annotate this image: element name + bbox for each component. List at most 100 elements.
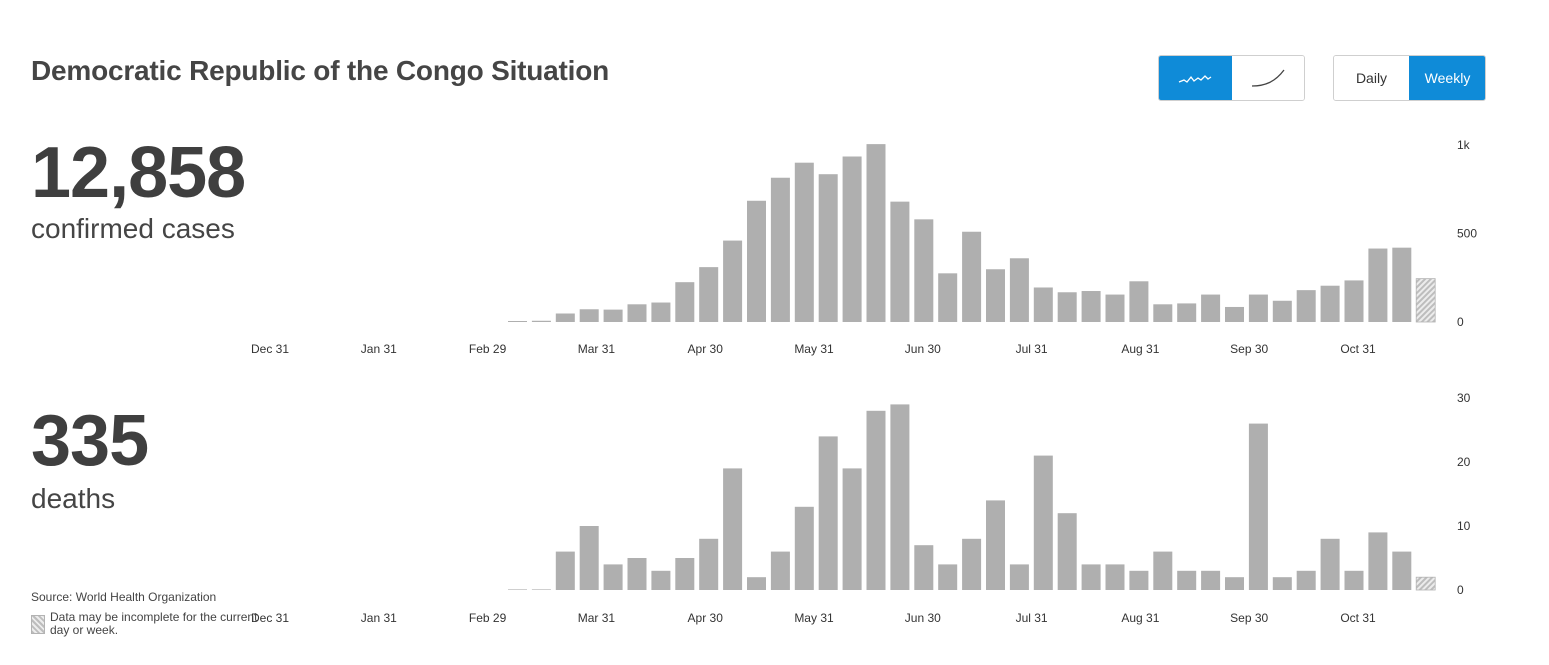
bar[interactable] (675, 282, 695, 322)
bar[interactable] (1129, 570, 1149, 590)
bar[interactable] (866, 144, 886, 322)
linear-scale-button[interactable] (1159, 56, 1231, 100)
x-tick-label: Aug 31 (1121, 342, 1159, 356)
bar[interactable] (1057, 292, 1077, 322)
bar[interactable] (1320, 285, 1340, 322)
bar[interactable] (651, 302, 671, 322)
bar[interactable] (1177, 303, 1197, 322)
bar[interactable] (555, 551, 575, 590)
bar[interactable] (914, 545, 934, 590)
bar[interactable] (1153, 551, 1173, 590)
bar[interactable] (1129, 281, 1149, 322)
y-tick-label: 500 (1457, 227, 1477, 241)
bar[interactable] (794, 506, 814, 590)
bar[interactable] (1368, 248, 1388, 322)
bar[interactable] (938, 273, 958, 322)
bar[interactable] (1201, 570, 1221, 590)
bar[interactable] (890, 201, 910, 322)
bar[interactable] (699, 538, 719, 590)
bar[interactable] (603, 564, 623, 590)
bar[interactable] (1105, 294, 1125, 322)
bar[interactable] (1105, 564, 1125, 590)
y-tick-label: 30 (1457, 391, 1471, 405)
weekly-button[interactable]: Weekly (1409, 56, 1485, 100)
bar[interactable] (866, 410, 886, 590)
bar[interactable] (723, 240, 743, 322)
bar[interactable] (1296, 570, 1316, 590)
bar[interactable] (699, 267, 719, 322)
bar[interactable] (818, 436, 838, 590)
bar[interactable] (1153, 304, 1173, 322)
bar[interactable] (1225, 577, 1244, 590)
bar[interactable] (1272, 300, 1292, 322)
bar[interactable] (962, 538, 982, 590)
x-tick-label: Feb 29 (469, 342, 507, 356)
bar[interactable] (531, 320, 551, 322)
bar[interactable] (1392, 551, 1412, 590)
bar[interactable] (1296, 290, 1316, 322)
bar[interactable] (1225, 306, 1244, 322)
bar[interactable] (842, 156, 862, 322)
x-tick-label: Jan 31 (361, 611, 397, 625)
bar[interactable] (962, 231, 982, 322)
bar[interactable] (747, 200, 766, 322)
bar[interactable] (1081, 564, 1101, 590)
bar[interactable] (842, 468, 862, 590)
bar[interactable] (1033, 287, 1053, 322)
bar[interactable] (579, 526, 599, 590)
bar[interactable] (747, 577, 766, 590)
incomplete-note: Data may be incomplete for the current d… (31, 611, 260, 637)
source-label: Source: (31, 590, 73, 604)
x-tick-label: Jun 30 (905, 342, 941, 356)
bar[interactable] (627, 304, 647, 322)
linear-scale-icon (1178, 75, 1212, 83)
bar-incomplete[interactable] (1415, 576, 1436, 591)
bar[interactable] (1272, 577, 1292, 590)
bar[interactable] (1009, 564, 1029, 590)
bar[interactable] (651, 570, 671, 590)
bar[interactable] (818, 174, 838, 322)
bar[interactable] (1344, 570, 1364, 590)
x-tick-label: Jul 31 (1016, 611, 1048, 625)
bar[interactable] (794, 162, 814, 322)
bar[interactable] (603, 309, 623, 322)
x-tick-label: Mar 31 (578, 611, 616, 625)
log-scale-icon (1251, 69, 1285, 87)
bar[interactable] (1344, 280, 1364, 322)
bar[interactable] (938, 564, 958, 590)
bar[interactable] (723, 468, 743, 590)
bar[interactable] (914, 219, 934, 322)
bar[interactable] (986, 500, 1005, 590)
bar[interactable] (1248, 423, 1268, 590)
bar[interactable] (1009, 258, 1029, 322)
bar[interactable] (986, 269, 1005, 322)
bar[interactable] (1320, 538, 1340, 590)
cases-chart: 0 500 1k Dec 31 Jan 31 Feb 29 Mar 31 Apr 30 May … (251, 138, 1477, 356)
x-tick-label: Jun 30 (905, 611, 941, 625)
bar[interactable] (890, 404, 910, 590)
bar[interactable] (1057, 513, 1077, 590)
bar[interactable] (627, 558, 647, 590)
daily-button[interactable]: Daily (1334, 56, 1409, 100)
bar[interactable] (579, 309, 599, 322)
bar[interactable] (1081, 291, 1101, 322)
bar[interactable] (1177, 570, 1197, 590)
bar[interactable] (1368, 532, 1388, 590)
bar[interactable] (770, 551, 790, 590)
scale-toggle (1158, 55, 1305, 101)
log-scale-button[interactable] (1231, 56, 1304, 100)
x-tick-label: May 31 (794, 611, 834, 625)
incomplete-note-text: Data may be incomplete for the current d… (50, 610, 258, 637)
bar[interactable] (1033, 455, 1053, 590)
bar[interactable] (1392, 247, 1412, 322)
bar[interactable] (1201, 294, 1221, 322)
bar[interactable] (1248, 294, 1268, 322)
bar[interactable] (770, 177, 790, 322)
bar[interactable] (531, 589, 551, 590)
bar-incomplete[interactable] (1415, 278, 1436, 323)
cases-total: 12,858 (31, 133, 246, 213)
bar[interactable] (555, 313, 575, 322)
bar[interactable] (675, 558, 695, 590)
bar[interactable] (508, 589, 527, 590)
bar[interactable] (508, 321, 527, 322)
